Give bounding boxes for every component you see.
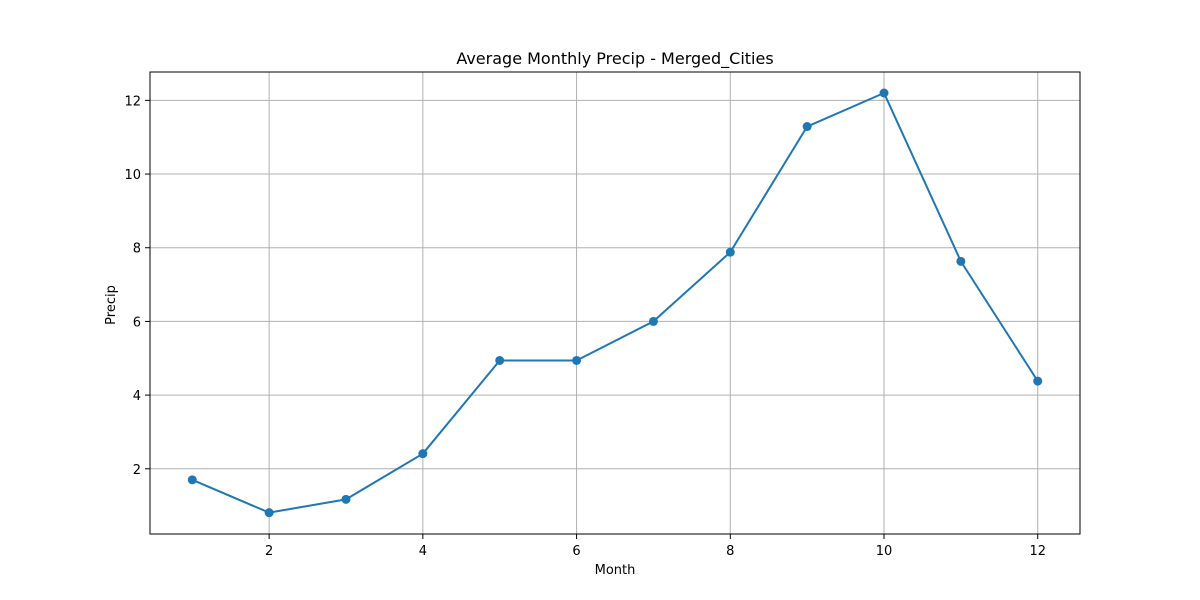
y-tick-label: 8 (133, 242, 141, 257)
x-tick-label: 2 (265, 544, 273, 559)
y-axis-label: Precip (104, 285, 119, 325)
y-tick-label: 6 (133, 315, 141, 330)
data-point (187, 475, 197, 485)
data-point (264, 508, 274, 518)
y-tick-label: 2 (133, 463, 141, 478)
y-tick-label: 10 (124, 168, 141, 183)
data-point (802, 122, 812, 132)
data-point (648, 316, 658, 326)
chart-title: Average Monthly Precip - Merged_Cities (456, 49, 773, 69)
data-point (418, 449, 428, 459)
series-layer (187, 88, 1043, 518)
y-tick-label: 12 (124, 94, 141, 109)
data-point (725, 247, 735, 257)
data-point (956, 256, 966, 266)
data-point (341, 494, 351, 504)
x-tick-label: 8 (726, 544, 734, 559)
series-line (191, 92, 1039, 514)
axis-ticks: 2 4 6 8 10 12 2 4 6 8 10 12 (124, 94, 1046, 559)
grid (150, 72, 1080, 534)
data-point (1033, 376, 1043, 386)
data-point (879, 88, 889, 98)
plot-area-frame (149, 71, 1081, 535)
data-point (495, 355, 505, 365)
x-tick-label: 12 (1029, 544, 1046, 559)
x-axis-label: Month (595, 563, 636, 578)
data-point (572, 355, 582, 365)
x-tick-label: 6 (572, 544, 580, 559)
y-tick-label: 4 (133, 389, 141, 404)
x-tick-label: 10 (876, 544, 893, 559)
x-tick-label: 4 (419, 544, 427, 559)
